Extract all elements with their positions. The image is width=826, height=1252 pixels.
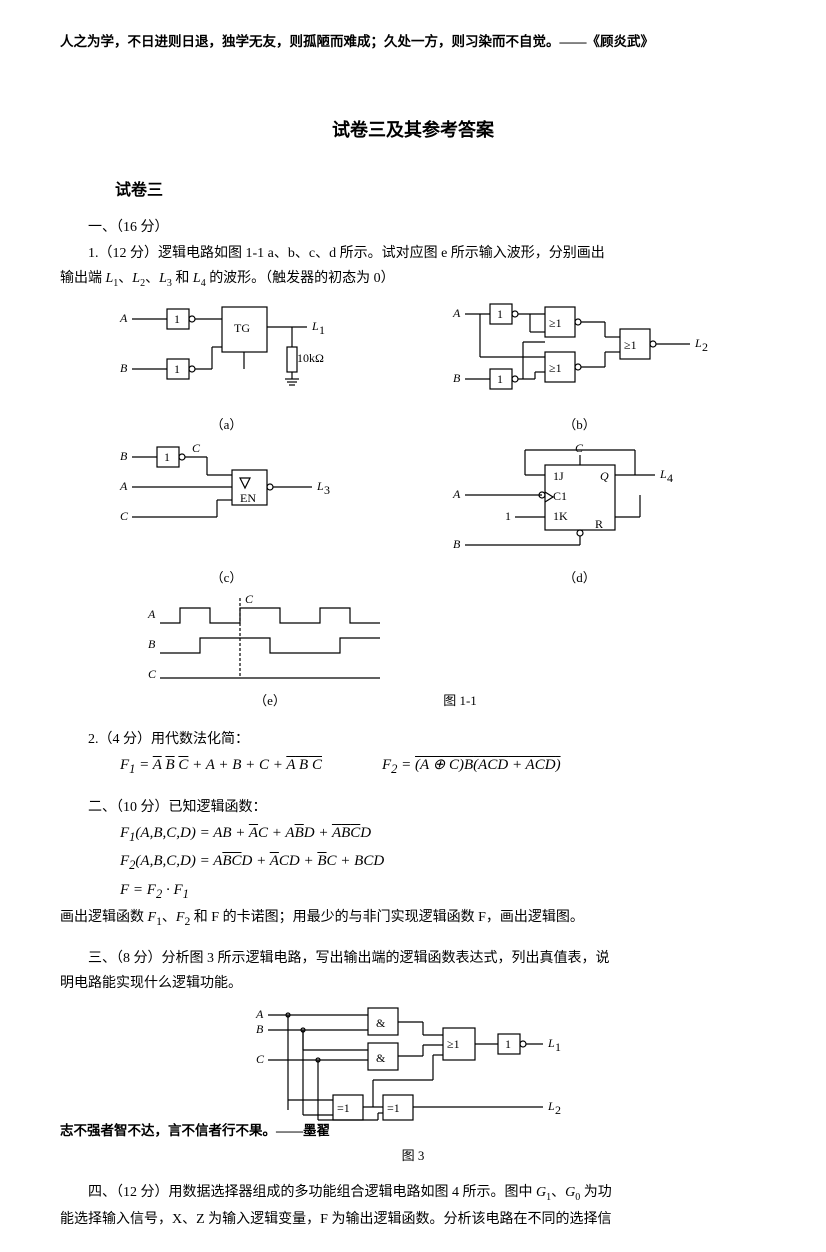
circuit-d: C 1J C1 1K Q R L4 A 1 B [445,440,715,560]
svg-text:L: L [694,336,702,350]
footer-quote: 志不强者智不达，言不信者行不果。——墨翟 [60,1119,330,1143]
q1-2-heading: 2.（4 分）用代数法化简： [60,727,766,752]
fig-cap-cd: （c） （d） [60,564,766,589]
svg-text:A: A [147,607,156,621]
sym: L [159,271,167,286]
svg-text:=1: =1 [387,1101,400,1115]
sym: L [132,271,140,286]
q1-line1: 1.（12 分）逻辑电路如图 1-1 a、b、c、d 所示。试对应图 e 所示输… [60,241,766,266]
svg-text:B: B [120,449,128,463]
svg-text:R: R [595,517,603,531]
q2-line3: 画出逻辑函数 F1、F2 和 F 的卡诺图；用最少的与非门实现逻辑函数 F，画出… [60,905,766,932]
svg-text:1: 1 [319,323,325,337]
header-quote: 人之为学，不日进则日退，独学无友，则孤陋而难成；久处一方，则习染而不自觉。——《… [60,30,766,54]
svg-text:L: L [547,1036,555,1050]
svg-text:L: L [316,479,324,493]
circuit-b: A 1 B 1 ≥1 ≥1 ≥1 L2 [445,297,715,407]
text: 、 [118,271,132,286]
svg-text:C: C [256,1052,265,1066]
cap-e: （e） [140,689,400,712]
svg-text:C: C [148,667,157,681]
svg-text:1K: 1K [553,509,568,523]
svg-text:B: B [256,1022,264,1036]
svg-text:A: A [119,311,128,325]
svg-text:1: 1 [164,450,170,464]
svg-text:2: 2 [702,340,708,354]
svg-text:A: A [119,479,128,493]
svg-text:L: L [311,319,319,333]
fig-row-3: C A B C [60,593,766,683]
circuit-a: A 1 B 1 TG L1 10kΩ [112,297,342,407]
q2-eq1: F1(A,B,C,D) = AB + AC + ABD + ABCD [120,820,766,849]
svg-text:1: 1 [505,1037,511,1051]
svg-text:A: A [452,487,461,501]
sym: L [193,271,201,286]
svg-text:C1: C1 [553,489,567,503]
svg-text:1: 1 [555,1040,561,1054]
svg-text:&: & [376,1016,386,1030]
eq-f2: F2 = (A ⊕ C)B(ACD + ACD) [382,752,561,781]
cap-c: （c） [112,566,342,589]
svg-text:4: 4 [667,471,673,485]
svg-text:B: B [453,371,461,385]
text: 输出端 [60,271,106,286]
circuit-c: B 1 C A C EN L3 [112,440,342,540]
svg-text:C: C [120,509,129,523]
cap-a: （a） [112,413,342,436]
svg-text:B: B [120,361,128,375]
main-title: 试卷三及其参考答案 [60,114,766,146]
text: 和 [172,271,193,286]
svg-text:C: C [575,441,584,455]
svg-text:B: B [453,537,461,551]
svg-text:1: 1 [497,372,503,386]
svg-text:&: & [376,1051,386,1065]
svg-text:1: 1 [505,509,511,523]
svg-text:TG: TG [234,321,250,335]
waveform-e: C A B C [140,593,400,683]
svg-text:2: 2 [555,1103,561,1117]
q2-eq3: F = F2 · F1 [120,877,766,906]
cap-b: （b） [445,413,715,436]
svg-text:B: B [148,637,156,651]
svg-text:≥1: ≥1 [624,338,637,352]
svg-text:1: 1 [497,307,503,321]
q2-heading: 二、（10 分）已知逻辑函数： [60,795,766,820]
fig-cap-ab: （a） （b） [60,411,766,436]
svg-text:≥1: ≥1 [447,1037,460,1051]
svg-text:L: L [659,467,667,481]
svg-text:C: C [245,593,254,606]
q1-heading: 一、（16 分） [60,215,766,240]
svg-text:A: A [452,306,461,320]
sub-title: 试卷三 [115,177,766,206]
q3-line2: 明电路能实现什么逻辑功能。 [60,971,766,996]
q1-line2: 输出端 L1、L2、L3 和 L4 的波形。（触发器的初态为 0） [60,266,766,293]
svg-text:1: 1 [174,312,180,326]
text: 、 [145,271,159,286]
fig3-caption: 图 3 [60,1144,766,1167]
cap-d: （d） [445,566,715,589]
q3-line1: 三、（8 分）分析图 3 所示逻辑电路，写出输出端的逻辑函数表达式，列出真值表，… [60,946,766,971]
q4-line1: 四、（12 分）用数据选择器组成的多功能组合逻辑电路如图 4 所示。图中 G1、… [60,1180,766,1207]
q4-line2: 能选择输入信号，X、Z 为输入逻辑变量，F 为输出逻辑函数。分析该电路在不同的选… [60,1207,766,1232]
fig-row-2: B 1 C A C EN L3 C 1J C1 1K Q R [60,440,766,560]
svg-text:≥1: ≥1 [549,316,562,330]
svg-text:=1: =1 [337,1101,350,1115]
svg-text:1J: 1J [553,469,564,483]
text: 的波形。（触发器的初态为 0） [206,271,395,286]
svg-text:L: L [547,1099,555,1113]
svg-text:A: A [255,1007,264,1021]
fig-cap-e-row: （e） 图 1-1 [60,687,766,712]
fig1-1-caption: 图 1-1 [400,689,520,712]
svg-text:1: 1 [174,362,180,376]
eq-f1: F1 = A B C + A + B + C + A B C [120,752,322,781]
q2-eq2: F2(A,B,C,D) = ABCD + ACD + BC + BCD [120,848,766,877]
fig-row-1: A 1 B 1 TG L1 10kΩ A [60,297,766,407]
svg-text:10kΩ: 10kΩ [297,351,324,365]
svg-text:C: C [192,441,201,455]
svg-text:EN: EN [240,491,256,505]
svg-text:≥1: ≥1 [549,361,562,375]
svg-text:Q: Q [600,469,609,483]
svg-text:3: 3 [324,483,330,497]
